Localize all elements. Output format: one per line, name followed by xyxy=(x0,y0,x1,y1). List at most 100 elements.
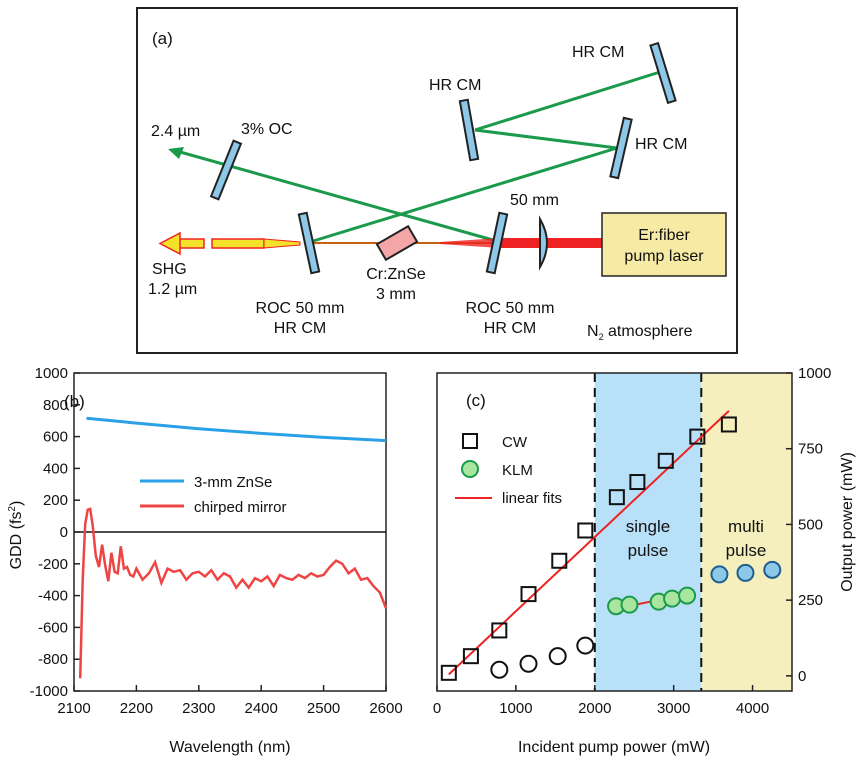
shg-arrow-shaft xyxy=(176,238,205,249)
crystal-label-1: Cr:ZnSe xyxy=(366,266,426,283)
cw-point xyxy=(551,552,568,569)
y-tick-label: 1000 xyxy=(798,365,831,382)
cw-point xyxy=(608,489,625,506)
cw-point xyxy=(577,522,594,539)
hr-cm-top-label: HR CM xyxy=(572,44,624,61)
legend-cw-label: CW xyxy=(502,434,528,451)
multi-pulse-region xyxy=(701,373,792,691)
multi-pulse-label-1: multi xyxy=(728,517,764,536)
cw-point xyxy=(720,416,737,433)
lens-focal-label: 50 mm xyxy=(510,192,559,209)
legend-cw-swatch xyxy=(462,433,478,449)
x-tick-label: 2500 xyxy=(307,700,340,717)
crystal-label-2: 3 mm xyxy=(376,286,416,303)
klm-point xyxy=(620,595,639,614)
cw-point xyxy=(629,474,646,491)
y-tick-label: 200 xyxy=(43,492,68,509)
beam-diag-left xyxy=(309,146,618,244)
roc-right-label-2: HR CM xyxy=(484,320,536,337)
pump-laser-box xyxy=(601,212,727,277)
legend-klm-swatch xyxy=(461,460,479,478)
panel-c-ylabel: Output power (mW) xyxy=(839,452,856,592)
y-tick-label: -200 xyxy=(38,556,68,573)
series-chirped-mirror-line xyxy=(78,507,388,679)
shg-beam-taper xyxy=(263,238,301,249)
panel-b-xlabel: Wavelength (nm) xyxy=(169,739,290,756)
linear-fit-cw xyxy=(448,410,730,676)
y-tick-label: 750 xyxy=(798,441,823,458)
multi-pulse-label-2: pulse xyxy=(726,541,767,560)
multi-pulse-point xyxy=(736,563,755,582)
multi-pulse-point xyxy=(710,565,729,584)
y-tick-label: 400 xyxy=(43,460,68,477)
cw-point xyxy=(520,586,537,603)
crz-crystal xyxy=(375,224,419,262)
y-tick-label: 1000 xyxy=(35,365,68,382)
cw-point xyxy=(491,622,508,639)
klm-point xyxy=(663,589,682,608)
x-tick-label: 3000 xyxy=(657,700,690,717)
shg-label-1: SHG xyxy=(152,261,187,278)
panel-c-points xyxy=(440,416,782,681)
panel-b-label: (b) xyxy=(64,392,85,411)
output-coupler-label: 3% OC xyxy=(241,121,293,138)
legend-klm-label: KLM xyxy=(502,462,533,479)
y-tick-label: 800 xyxy=(43,397,68,414)
panel-c-ticks: 0 1000 2000 3000 4000 0 250 500 750 1000 xyxy=(433,365,832,717)
panel-a: (a) xyxy=(136,7,738,354)
legend-fit-label: linear fits xyxy=(502,490,562,507)
panel-b-chart: 2100 2200 2300 2400 2500 2600 -1000 -800 -600 -40… xyxy=(7,365,403,756)
cw-point xyxy=(657,452,674,469)
multi-pulse-point xyxy=(763,560,782,579)
single-pulse-label-2: pulse xyxy=(628,541,669,560)
hr-cm-right-mirror xyxy=(609,116,633,180)
single-pulse-region xyxy=(594,373,702,691)
hr-cm-top-mirror xyxy=(649,41,677,105)
hr-cm-mid-label: HR CM xyxy=(429,77,481,94)
y-tick-label: -600 xyxy=(38,619,68,636)
cw-point xyxy=(462,648,479,665)
roc-right-label-1: ROC 50 mm xyxy=(466,300,555,317)
x-tick-label: 2600 xyxy=(369,700,402,717)
x-tick-label: 0 xyxy=(433,700,441,717)
legend-znse-label: 3-mm ZnSe xyxy=(194,474,272,491)
y-tick-label: -800 xyxy=(38,651,68,668)
shg-arrow-head xyxy=(158,231,181,256)
pump-laser-label-2: pump laser xyxy=(624,248,704,265)
y-tick-label: 0 xyxy=(798,668,806,685)
cw-point xyxy=(689,428,706,445)
open-circle-point xyxy=(490,660,509,679)
shg-label-2: 1.2 µm xyxy=(148,281,197,298)
panel-c-frame xyxy=(436,372,793,692)
x-tick-label: 2400 xyxy=(245,700,278,717)
open-circle-point xyxy=(519,654,538,673)
output-coupler-mirror xyxy=(209,139,243,201)
single-pulse-label-1: single xyxy=(626,517,670,536)
legend-chirped-label: chirped mirror xyxy=(194,499,287,516)
panel-b-ylabel: GDD (fs2) xyxy=(7,501,25,570)
x-tick-label: 2300 xyxy=(182,700,215,717)
y-tick-label: 250 xyxy=(798,592,823,609)
beam-mid xyxy=(474,128,618,150)
shg-beam xyxy=(211,238,265,249)
output-wavelength-label: 2.4 µm xyxy=(151,123,200,140)
roc-left-label-2: HR CM xyxy=(274,320,326,337)
panel-a-frame xyxy=(136,7,738,354)
panel-c-chart: 0 1000 2000 3000 4000 0 250 500 750 1000 (c) sing… xyxy=(433,365,856,756)
roc-left-label-1: ROC 50 mm xyxy=(256,300,345,317)
x-tick-label: 2000 xyxy=(578,700,611,717)
panel-c-label: (c) xyxy=(466,391,486,410)
y-tick-label: -400 xyxy=(38,588,68,605)
mirrors xyxy=(209,41,677,275)
roc-right-mirror xyxy=(485,211,509,275)
open-circle-point xyxy=(576,636,595,655)
x-tick-label: 1000 xyxy=(499,700,532,717)
cw-point xyxy=(440,664,457,681)
panel-a-label: (a) xyxy=(152,29,173,48)
klm-point xyxy=(678,586,697,605)
x-tick-label: 2200 xyxy=(120,700,153,717)
pump-beam xyxy=(500,238,602,248)
y-tick-label: 600 xyxy=(43,429,68,446)
panel-c-xlabel: Incident pump power (mW) xyxy=(518,739,710,756)
